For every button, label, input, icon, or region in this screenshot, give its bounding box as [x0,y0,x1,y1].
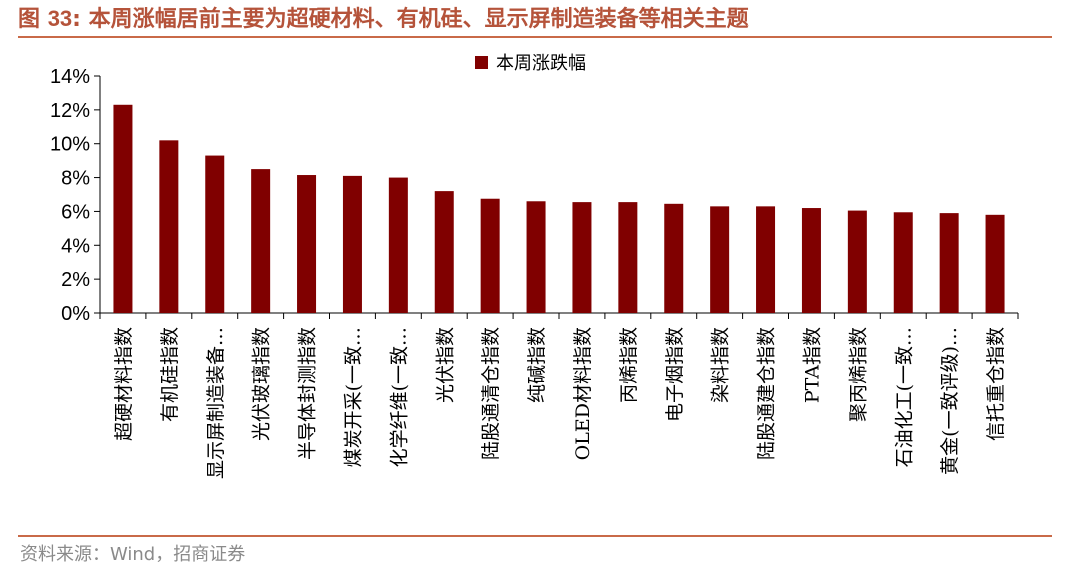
x-tick-label: 聚丙烯指数 [847,327,869,422]
bar [847,210,867,313]
y-tick-label: 2% [61,269,90,291]
bar [388,177,408,313]
x-tick-label: 黄金(一致评级)… [939,327,961,475]
figure-title: 图 33: 本周涨幅居前主要为超硬材料、有机硅、显示屏制造装备等相关主题 [18,2,749,36]
x-tick-label: 丙烯指数 [618,327,640,403]
x-tick-label: PTA指数 [801,327,823,403]
bar [801,208,821,313]
x-tick-label: 化学纤维(一致… [388,327,410,467]
x-tick-label: 有机硅指数 [159,327,181,422]
y-tick-label: 10% [50,134,90,156]
x-tick-label: 煤炭开采(一致… [342,327,364,467]
legend-label: 本周涨跌幅 [496,53,586,74]
y-tick-label: 14% [50,66,90,88]
bar [251,169,271,313]
figure-number-prefix: 图 [18,7,41,32]
figure-title-text: 本周涨幅居前主要为超硬材料、有机硅、显示屏制造装备等相关主题 [88,7,749,32]
y-tick-label: 6% [61,201,90,223]
bar [434,191,454,313]
legend-swatch [475,56,488,69]
bar [297,175,317,313]
y-tick-label: 12% [50,100,90,122]
bar [939,213,959,313]
chart-legend: 本周涨跌幅 [475,53,586,74]
x-axis [99,312,1019,319]
x-tick-label: 显示屏制造装备… [205,327,227,479]
x-tick-label: 信托重仓指数 [985,327,1007,441]
bar [342,175,362,313]
title-rule [18,36,1052,38]
bar [159,140,179,313]
bar [893,212,913,313]
bar [526,201,546,313]
x-tick-label: 半导体封测指数 [297,327,319,460]
bar [756,206,776,313]
footer-rule [18,535,1052,537]
bar [710,206,730,313]
bar [664,203,684,313]
bar [618,202,638,313]
bar [985,214,1005,313]
x-tick-label: 陆股通清仓指数 [480,327,502,460]
source-note: 资料来源：Wind，招商证券 [20,544,246,565]
y-tick-label: 8% [61,168,90,190]
y-axis: 0% 2% 4% 6% 8% 10% 12% 14% [50,66,101,325]
x-tick-label: 石油化工(一致… [893,327,915,467]
bar [113,104,133,314]
figure-number: 33 [47,6,73,31]
bars [113,104,1005,314]
x-tick-label: 陆股通建仓指数 [756,327,778,460]
category-labels: 超硬材料指数 有机硅指数 显示屏制造装备… 光伏玻璃指数 半导体封测指数 煤炭开采(一致…… [113,327,1007,479]
x-tick-label: 染料指数 [710,327,732,403]
x-tick-label: 光伏指数 [434,327,456,403]
bar [480,198,500,313]
x-tick-label: 电子烟指数 [664,327,686,422]
x-tick-label: 超硬材料指数 [113,327,135,441]
bar [572,202,592,313]
bar [205,155,225,313]
y-tick-label: 4% [61,235,90,257]
figure-colon: : [72,7,81,32]
x-tick-label: 纯碱指数 [526,327,548,403]
x-tick-label: 光伏玻璃指数 [251,327,273,441]
y-tick-label: 0% [61,303,90,325]
x-tick-label: OLED材料指数 [572,327,594,460]
